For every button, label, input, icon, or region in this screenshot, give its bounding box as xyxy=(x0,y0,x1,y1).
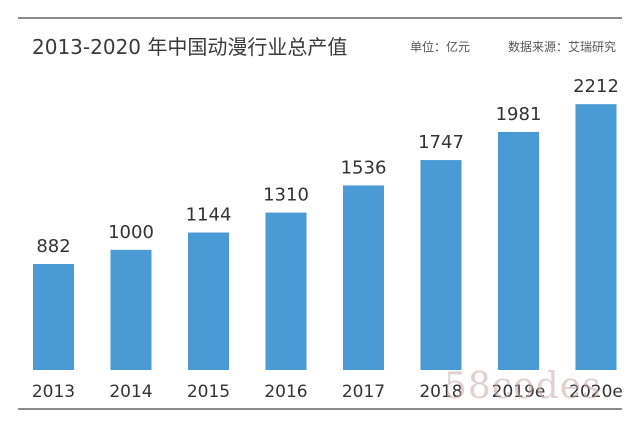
bar-2017 xyxy=(343,185,384,370)
bar-2018 xyxy=(420,160,462,370)
data-label-2017: 1536 xyxy=(341,157,387,178)
bar-2013 xyxy=(33,264,74,370)
data-label-2019e: 1981 xyxy=(496,104,542,125)
bar-2014 xyxy=(110,249,152,370)
category-label-2015: 2015 xyxy=(187,382,230,402)
bottom-divider xyxy=(18,408,622,410)
unit-label: 单位：亿元 xyxy=(410,40,471,54)
data-label-2016: 1310 xyxy=(263,185,309,206)
category-label-2017: 2017 xyxy=(342,382,385,402)
data-label-2020e: 2212 xyxy=(573,76,619,97)
category-label-2018: 2018 xyxy=(419,382,462,402)
bar-2020e xyxy=(575,104,617,370)
top-divider xyxy=(18,17,622,19)
category-label-2016: 2016 xyxy=(264,382,307,402)
data-label-2015: 1144 xyxy=(186,205,232,226)
bar-2016 xyxy=(265,212,307,370)
watermark: 58codes xyxy=(444,366,602,407)
data-label-2013: 882 xyxy=(36,236,70,257)
bar-2015 xyxy=(188,232,229,370)
data-label-2014: 1000 xyxy=(108,222,154,243)
data-label-2018: 1747 xyxy=(418,132,464,153)
bar-2019e xyxy=(498,131,539,370)
source-label: 数据来源：艾瑞研究 xyxy=(508,40,617,54)
category-label-2019e: 2019e xyxy=(492,382,546,402)
category-label-2020e: 2020e xyxy=(569,382,623,402)
chart-title: 2013-2020 年中国动漫行业总产值 xyxy=(32,35,348,59)
category-label-2014: 2014 xyxy=(109,382,152,402)
category-label-2013: 2013 xyxy=(32,382,75,402)
